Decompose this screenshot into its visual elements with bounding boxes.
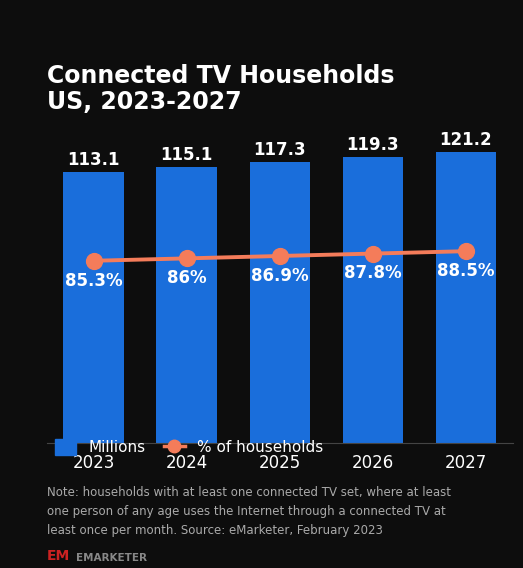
Point (369, 249, 377, 258)
Text: 87.8%: 87.8% (344, 264, 402, 282)
Bar (249, 162, 310, 443)
Point (276, 252, 284, 261)
Bar (63, 172, 124, 443)
Text: 117.3: 117.3 (254, 141, 306, 159)
Text: 115.1: 115.1 (161, 146, 213, 164)
Bar (156, 167, 217, 443)
Text: 85.3%: 85.3% (65, 272, 122, 290)
Text: 121.2: 121.2 (440, 132, 492, 149)
Text: Connected TV Households: Connected TV Households (47, 64, 394, 88)
Point (462, 247, 470, 256)
Bar (343, 157, 403, 443)
Bar (436, 152, 496, 443)
Text: Note: households with at least one connected TV set, where at least
one person o: Note: households with at least one conne… (47, 486, 451, 537)
Text: US, 2023-2027: US, 2023-2027 (47, 90, 242, 114)
Text: EM: EM (47, 549, 70, 563)
Text: 113.1: 113.1 (67, 151, 120, 169)
Text: 119.3: 119.3 (347, 136, 399, 154)
Text: 88.5%: 88.5% (437, 262, 495, 280)
Text: 86.9%: 86.9% (251, 267, 309, 285)
Point (183, 254, 191, 263)
Point (89, 256, 98, 265)
Text: EMARKETER: EMARKETER (76, 553, 147, 563)
Legend: Millions, % of households: Millions, % of households (55, 439, 324, 456)
Text: 86%: 86% (167, 269, 207, 287)
